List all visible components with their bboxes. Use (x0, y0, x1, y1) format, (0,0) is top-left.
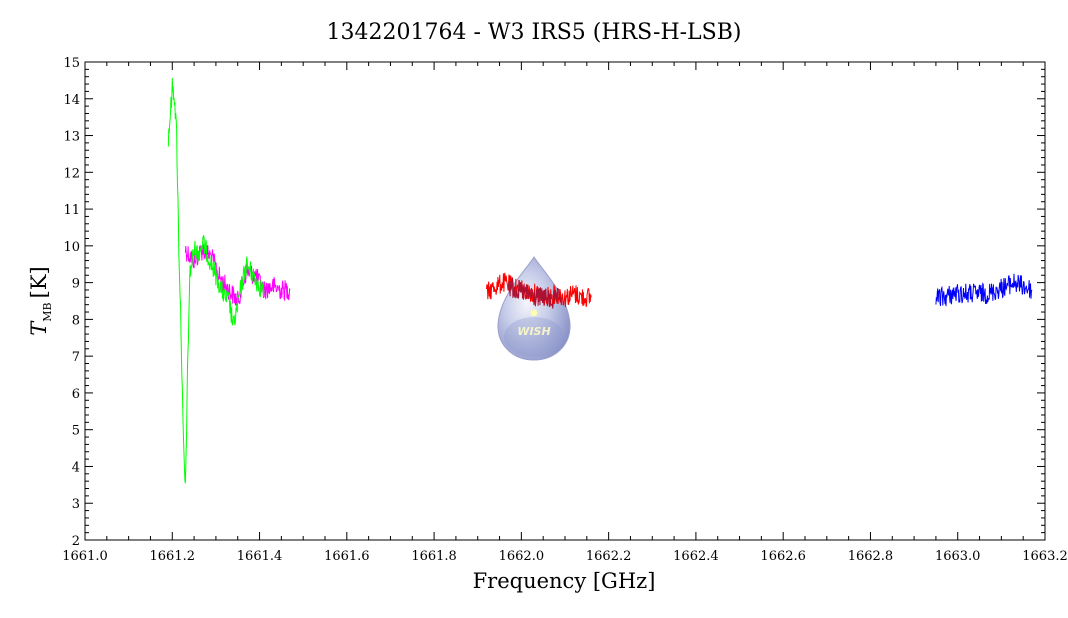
y-axis-symbol: T (27, 320, 51, 336)
y-tick-labels: 2 3 4 5 6 7 8 9 10 11 12 13 14 15 (63, 56, 80, 549)
spectrum-series-line (167, 77, 265, 484)
x-tick-label: 1662.6 (760, 549, 806, 564)
x-axis-label: Frequency [GHz] (473, 569, 656, 593)
x-tick-label: 1662.8 (848, 549, 894, 564)
x-tick-label: 1663.2 (1022, 549, 1068, 564)
series-layer (167, 77, 1033, 484)
x-tick-label: 1662.2 (586, 549, 632, 564)
y-axis-unit: [K] (27, 266, 51, 298)
axis-ticks (84, 61, 1046, 541)
wish-logo-text: WISH (517, 325, 550, 338)
spectrum-series-line (184, 244, 291, 306)
chart-title: 1342201764 - W3 IRS5 (HRS-H-LSB) (326, 20, 741, 45)
spectrum-series-line (935, 273, 1033, 307)
y-tick-label: 2 (72, 534, 80, 549)
y-tick-label: 14 (63, 93, 80, 108)
y-tick-label: 12 (63, 166, 80, 181)
x-tick-label: 1661.2 (150, 549, 196, 564)
y-tick-label: 15 (63, 56, 80, 71)
spectrum-series-line (507, 278, 562, 309)
y-axis-subscript: MB (41, 302, 54, 321)
y-tick-label: 5 (72, 424, 80, 439)
wish-logo: WISH (497, 256, 571, 361)
y-tick-label: 13 (63, 130, 80, 145)
y-tick-label: 7 (72, 350, 80, 365)
x-tick-labels: 1661.0 1661.2 1661.4 1661.6 1661.8 1662.0 1662… (62, 549, 1068, 564)
x-tick-label: 1662.0 (499, 549, 545, 564)
y-tick-label: 10 (63, 240, 80, 255)
x-tick-label: 1661.4 (237, 549, 283, 564)
x-tick-label: 1661.8 (411, 549, 457, 564)
x-tick-label: 1662.4 (673, 549, 719, 564)
y-tick-label: 11 (63, 203, 80, 218)
y-tick-label: 3 (72, 497, 80, 512)
x-tick-label: 1663.0 (935, 549, 981, 564)
x-tick-label: 1661.6 (324, 549, 370, 564)
y-axis-label: TMB [K] (27, 266, 54, 335)
y-tick-label: 4 (72, 460, 80, 475)
y-tick-label: 8 (72, 313, 80, 328)
x-tick-label: 1661.0 (62, 549, 108, 564)
y-tick-label: 6 (72, 387, 80, 402)
spectrum-series-line (485, 272, 592, 308)
y-tick-label: 9 (72, 277, 80, 292)
